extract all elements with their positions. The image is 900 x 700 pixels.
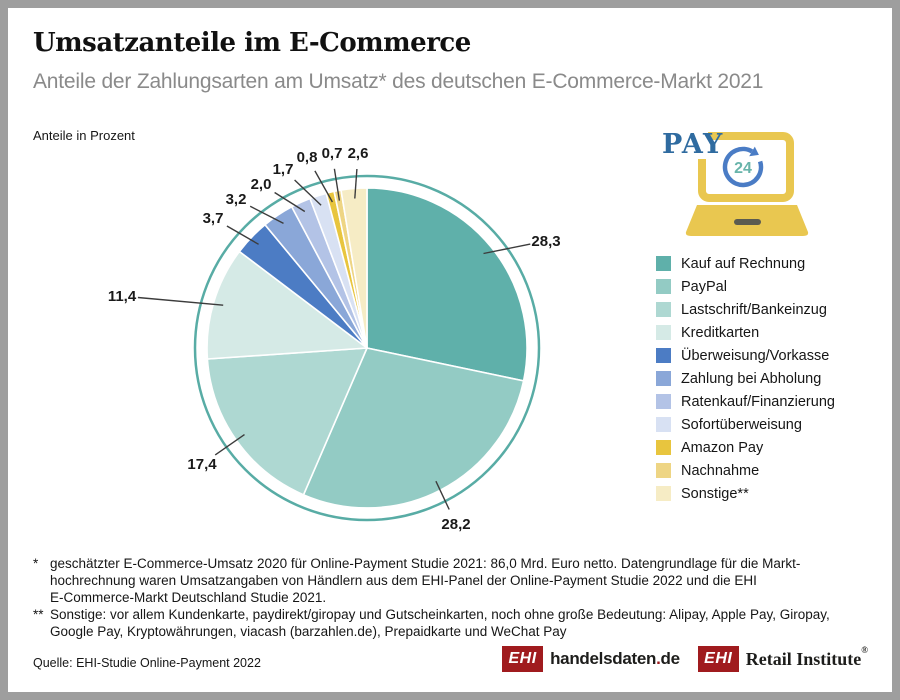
pie-value-labels-group: 28,3 28,2 17,4 11,4 3,73,22,01,70,8 0,7 2,6 (108, 145, 561, 533)
logo-retail-name: Retail Institute (745, 648, 862, 669)
pie-outer-ring (193, 174, 541, 522)
legend-swatch (656, 440, 671, 455)
pay24-laptop-icon: PAY 24 (645, 121, 809, 236)
source-line: Quelle: EHI-Studie Online-Payment 2022 (33, 656, 261, 670)
logo-handelsdaten-text: handelsdaten.de (550, 649, 680, 669)
legend-label: Lastschrift/Bankeinzug (681, 301, 827, 318)
ehi-logo-box: EHI (502, 646, 544, 672)
pie-value-label: 17,4 (187, 456, 217, 473)
legend-swatch (656, 417, 671, 432)
laptop-slot (734, 219, 761, 225)
logo-row: EHI handelsdaten.de EHI Retail Institute… (502, 645, 868, 672)
legend-label: Nachnahme (681, 462, 760, 479)
legend-swatch (656, 348, 671, 363)
pie-value-label: 11,4 (108, 288, 137, 305)
pie-slice (340, 187, 368, 349)
legend-label: Sonstige** (681, 485, 749, 502)
legend-label: Kreditkarten (681, 324, 760, 341)
pie-callout-line (274, 191, 306, 213)
legend-label: Kauf auf Rechnung (681, 255, 806, 272)
footnote-text: geschätzter E-Commerce-Umsatz 2020 für O… (50, 556, 801, 605)
legend-item: Zahlung bei Abholung (656, 370, 835, 387)
pie-callout-line (294, 179, 322, 206)
pay-text-backdrop (645, 121, 708, 159)
footnote: ** Sonstige: vor allem Kundenkarte, paydi… (33, 606, 863, 640)
pie-value-label: 28,3 (531, 233, 560, 250)
pie-callout-line (333, 168, 341, 201)
legend-label: PayPal (681, 278, 727, 295)
legend-item: Kauf auf Rechnung (656, 255, 835, 272)
logo-handelsdaten-name: handelsdaten (550, 649, 657, 668)
legend-item: Amazon Pay (656, 439, 835, 456)
pie-slice (366, 187, 528, 382)
pie-callout-line (214, 434, 245, 456)
legend-swatch (656, 279, 671, 294)
legend-item: PayPal (656, 278, 835, 295)
legend-label: Zahlung bei Abholung (681, 370, 822, 387)
legend-item: Kreditkarten (656, 324, 835, 341)
pie-callout-line (249, 205, 284, 225)
logo-handelsdaten: EHI handelsdaten.de (502, 646, 680, 672)
legend-swatch (656, 394, 671, 409)
footnote-text: Sonstige: vor allem Kundenkarte, paydire… (50, 607, 830, 639)
legend-swatch (656, 486, 671, 501)
legend-item: Sofortüberweisung (656, 416, 835, 433)
legend-label: Überweisung/Vorkasse (681, 347, 830, 364)
pie-callout-line (314, 170, 334, 203)
legend-item: Sonstige** (656, 485, 835, 502)
pie-value-label: 0,7 (322, 145, 343, 162)
infographic-canvas: Umsatzanteile im E-Commerce Anteile der … (8, 8, 892, 692)
ehi-logo-box: EHI (697, 646, 739, 672)
logo-handelsdaten-dot: . (656, 649, 661, 668)
footnotes: * geschätzter E-Commerce-Umsatz 2020 für … (33, 555, 863, 640)
legend-item: Nachnahme (656, 462, 835, 479)
pay-label: PAY (662, 129, 724, 160)
legend: Kauf auf Rechnung PayPal Lastschrift/Banke… (656, 255, 835, 502)
footnote-marker: * (33, 556, 39, 571)
registered-mark: ® (861, 644, 868, 655)
pie-value-label: 28,2 (441, 516, 470, 533)
legend-swatch (656, 463, 671, 478)
legend-label: Ratenkauf/Finanzierung (681, 393, 835, 410)
footnote-marker: ** (33, 607, 44, 622)
pie-callout-line (226, 225, 259, 245)
legend-swatch (656, 256, 671, 271)
page-title: Umsatzanteile im E-Commerce (33, 28, 471, 58)
legend-swatch (656, 371, 671, 386)
legend-item: Überweisung/Vorkasse (656, 347, 835, 364)
pie-value-label: 2,6 (348, 145, 369, 162)
logo-retail-text: Retail Institute® (745, 645, 868, 670)
pie-callout-lines-group (137, 168, 531, 510)
logo-retail-institute: EHI Retail Institute® (697, 645, 868, 672)
pie-value-label: 3,7 (203, 210, 224, 227)
legend-item: Ratenkauf/Finanzierung (656, 393, 835, 410)
pie-value-label: 3,2 (226, 191, 247, 208)
laptop-screen (698, 132, 794, 202)
legend-label: Sofortüberweisung (681, 416, 802, 433)
pay-badge-24: 24 (734, 160, 752, 177)
logo-handelsdaten-tld: de (660, 649, 681, 668)
legend-swatch (656, 325, 671, 340)
arrow-head (749, 146, 759, 157)
pie-callout-line (435, 480, 450, 510)
legend-item: Lastschrift/Bankeinzug (656, 301, 835, 318)
pie-callout-line (137, 296, 224, 306)
pie-chart: 28,3 28,2 17,4 11,4 3,73,22,01,70,8 0,7 2,6 (108, 145, 561, 533)
pie-slices-group (206, 187, 528, 509)
pie-slice (206, 250, 368, 360)
pie-value-label: 1,7 (273, 161, 294, 178)
legend-label: Amazon Pay (681, 439, 764, 456)
chart-unit-note: Anteile in Prozent (33, 128, 135, 143)
pie-callout-line (483, 243, 531, 255)
footnote: * geschätzter E-Commerce-Umsatz 2020 für … (33, 555, 863, 606)
legend-swatch (656, 302, 671, 317)
pie-value-label: 2,0 (251, 176, 272, 193)
pie-callout-line (354, 168, 358, 199)
refresh-arrow-icon (722, 146, 764, 188)
page-subtitle: Anteile der Zahlungsarten am Umsatz* des… (33, 70, 764, 93)
pie-value-label: 0,8 (297, 149, 318, 166)
